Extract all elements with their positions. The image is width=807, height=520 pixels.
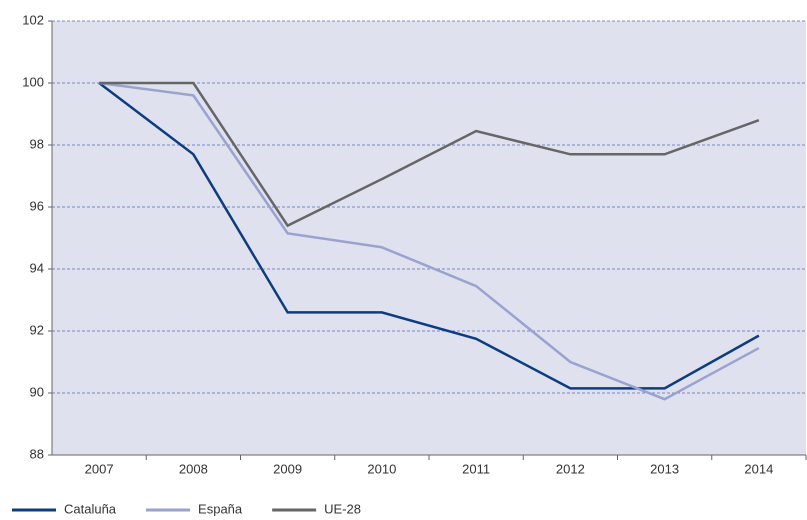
x-tick-label: 2012 bbox=[556, 461, 585, 476]
y-tick-label: 102 bbox=[22, 12, 44, 27]
y-tick-label: 100 bbox=[22, 74, 44, 89]
x-tick-label: 2007 bbox=[85, 461, 114, 476]
y-tick-label: 92 bbox=[30, 322, 44, 337]
series-line bbox=[99, 81, 760, 228]
y-tick-label: 90 bbox=[30, 384, 44, 399]
x-tick-label: 2011 bbox=[462, 461, 490, 476]
y-tick-label: 88 bbox=[30, 446, 44, 461]
x-tick-label: 2008 bbox=[179, 461, 208, 476]
legend-label: UE-28 bbox=[324, 501, 361, 516]
legend-label: Cataluña bbox=[64, 501, 117, 516]
x-tick-label: 2014 bbox=[744, 461, 773, 476]
x-tick-label: 2013 bbox=[650, 461, 679, 476]
series-line bbox=[98, 81, 760, 401]
legend-label: España bbox=[198, 501, 243, 516]
plot-area bbox=[52, 21, 806, 455]
x-tick-label: 2010 bbox=[367, 461, 396, 476]
y-tick-label: 96 bbox=[30, 198, 44, 213]
y-tick-label: 94 bbox=[30, 260, 44, 275]
x-tick-label: 2009 bbox=[273, 461, 302, 476]
y-tick-label: 98 bbox=[30, 136, 44, 151]
series-line bbox=[98, 82, 760, 390]
